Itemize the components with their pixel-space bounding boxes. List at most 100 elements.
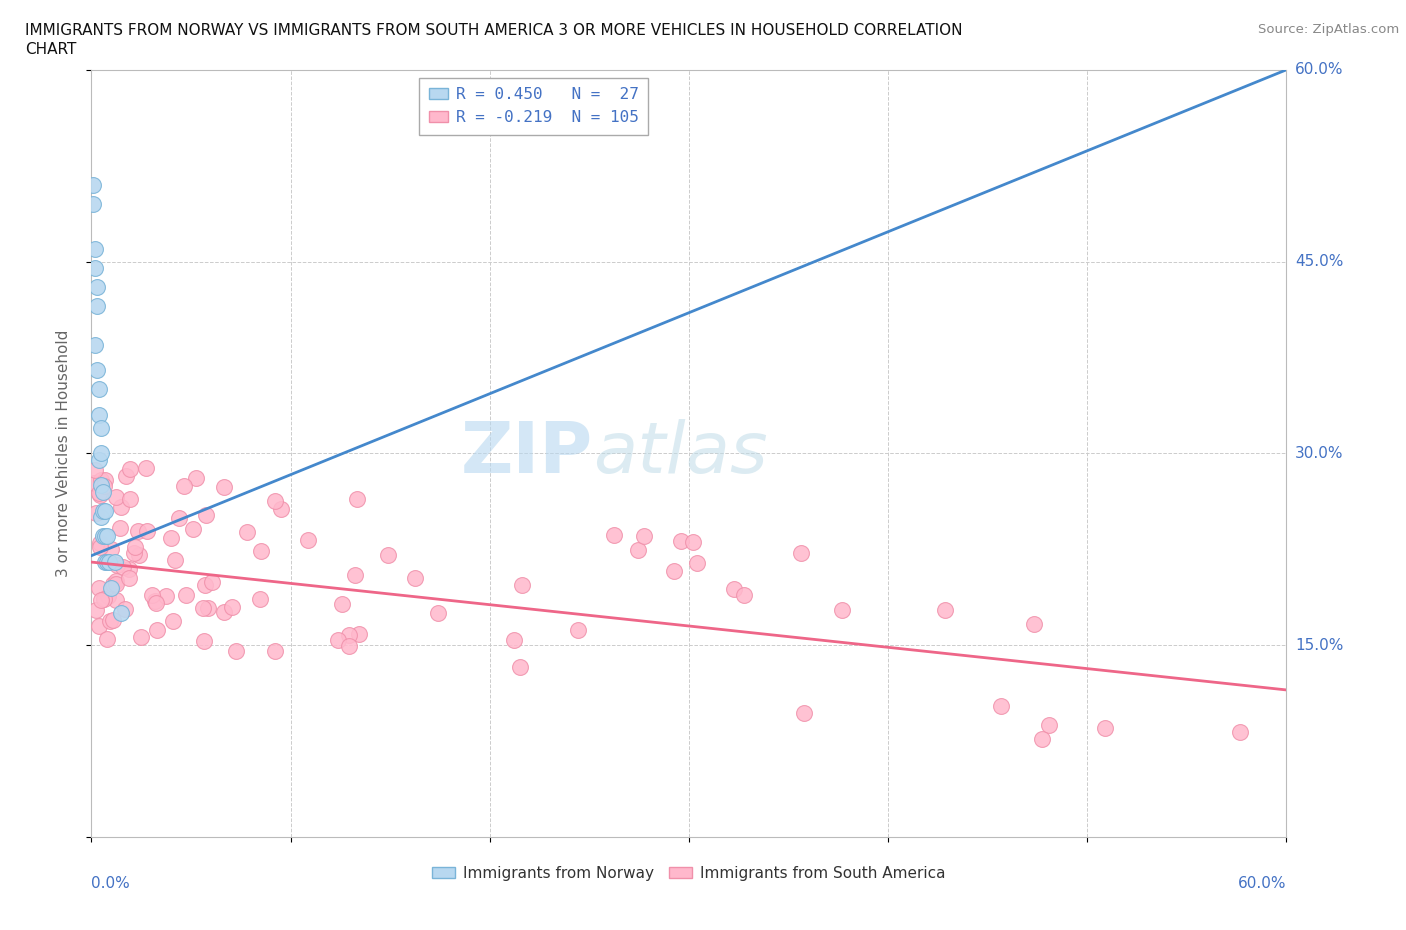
Point	[90, 478, 112, 493]
Point	[127, 523, 149, 538]
Point	[669, 533, 692, 548]
Point	[84, 260, 107, 275]
Point	[141, 588, 163, 603]
Point	[1038, 718, 1060, 733]
Point	[195, 507, 218, 522]
Point	[159, 531, 181, 546]
Point	[82, 196, 104, 211]
Point	[84, 241, 107, 256]
Point	[264, 494, 287, 509]
Point	[89, 452, 111, 467]
Point	[110, 499, 132, 514]
Point	[86, 299, 108, 313]
Point	[426, 605, 449, 620]
Point	[105, 489, 128, 504]
Point	[633, 529, 655, 544]
Point	[90, 510, 112, 525]
Point	[194, 578, 217, 592]
Point	[135, 524, 157, 538]
Point	[934, 603, 956, 618]
Point	[83, 475, 105, 490]
Point	[1229, 724, 1251, 739]
Point	[96, 631, 118, 646]
Point	[135, 460, 157, 475]
Point	[214, 604, 236, 619]
Point	[184, 470, 207, 485]
Point	[105, 577, 128, 591]
Text: CHART: CHART	[25, 42, 77, 57]
Text: 15.0%: 15.0%	[1295, 638, 1343, 653]
Point	[90, 446, 112, 461]
Point	[337, 638, 360, 653]
Point	[108, 521, 131, 536]
Point	[790, 546, 813, 561]
Point	[100, 542, 122, 557]
Point	[174, 588, 197, 603]
Point	[793, 705, 815, 720]
Point	[84, 603, 107, 618]
Point	[90, 472, 112, 487]
Point	[197, 601, 219, 616]
Text: Source: ZipAtlas.com: Source: ZipAtlas.com	[1258, 23, 1399, 36]
Point	[93, 485, 115, 499]
Point	[89, 536, 111, 551]
Point	[1031, 731, 1053, 746]
Point	[96, 554, 118, 569]
Point	[89, 487, 111, 502]
Point	[84, 506, 107, 521]
Point	[337, 628, 360, 643]
Text: 60.0%: 60.0%	[1239, 876, 1286, 891]
Point	[98, 614, 121, 629]
Text: IMMIGRANTS FROM NORWAY VS IMMIGRANTS FROM SOUTH AMERICA 3 OR MORE VEHICLES IN HO: IMMIGRANTS FROM NORWAY VS IMMIGRANTS FRO…	[25, 23, 963, 38]
Point	[87, 485, 110, 500]
Point	[118, 570, 141, 585]
Point	[129, 630, 152, 644]
Point	[89, 407, 111, 422]
Point	[84, 463, 107, 478]
Point	[96, 589, 118, 604]
Point	[128, 548, 150, 563]
Point	[98, 554, 121, 569]
Point	[346, 492, 368, 507]
Point	[263, 644, 285, 658]
Point	[349, 627, 371, 642]
Point	[118, 562, 141, 577]
Point	[122, 546, 145, 561]
Point	[93, 591, 115, 606]
Point	[163, 552, 186, 567]
Point	[1094, 721, 1116, 736]
Point	[831, 603, 853, 618]
Point	[326, 632, 349, 647]
Text: 0.0%: 0.0%	[91, 876, 131, 891]
Point	[162, 614, 184, 629]
Point	[105, 593, 128, 608]
Point	[235, 525, 257, 539]
Point	[510, 578, 533, 592]
Point	[664, 564, 686, 578]
Point	[104, 554, 127, 569]
Point	[297, 533, 319, 548]
Point	[105, 558, 128, 573]
Legend: Immigrants from Norway, Immigrants from South America: Immigrants from Norway, Immigrants from …	[426, 859, 952, 887]
Point	[93, 479, 115, 494]
Point	[221, 600, 243, 615]
Text: 45.0%: 45.0%	[1295, 254, 1343, 269]
Point	[89, 382, 111, 397]
Point	[193, 634, 215, 649]
Point	[94, 472, 117, 487]
Point	[84, 338, 107, 352]
Point	[682, 535, 704, 550]
Point	[627, 543, 650, 558]
Point	[112, 560, 135, 575]
Point	[567, 622, 589, 637]
Point	[603, 528, 626, 543]
Point	[145, 595, 167, 610]
Point	[103, 577, 125, 591]
Point	[733, 587, 755, 602]
Point	[167, 511, 190, 525]
Point	[686, 556, 709, 571]
Point	[86, 363, 108, 378]
Point	[723, 581, 745, 596]
Point	[503, 632, 526, 647]
Point	[90, 420, 112, 435]
